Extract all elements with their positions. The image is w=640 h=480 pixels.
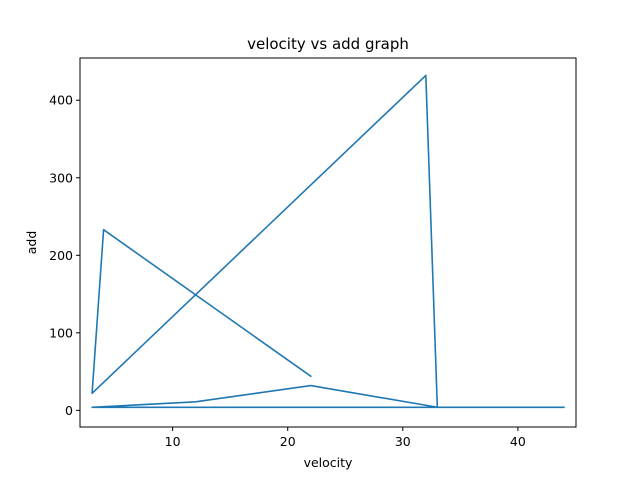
- series-layer: [91, 74, 565, 409]
- x-tick-label: 40: [510, 434, 526, 449]
- y-tick-label: 200: [49, 248, 73, 263]
- y-tick-label: 300: [49, 170, 73, 185]
- y-axis-ticks: 0 100 200 300 400: [49, 93, 80, 418]
- y-axis-label: add: [24, 231, 39, 255]
- x-axis-label: velocity: [304, 455, 353, 470]
- series-line-0: [91, 74, 565, 409]
- y-tick-label: 0: [65, 403, 73, 418]
- x-tick-label: 30: [395, 434, 411, 449]
- x-tick-label: 10: [165, 434, 181, 449]
- plot-area: [80, 58, 576, 427]
- chart-title: velocity vs add graph: [247, 35, 409, 53]
- x-tick-label: 20: [280, 434, 296, 449]
- plot-frame: [79, 57, 577, 428]
- x-axis-ticks: 10 20 30 40: [165, 427, 526, 449]
- y-tick-label: 400: [49, 93, 73, 108]
- y-tick-label: 100: [49, 325, 73, 340]
